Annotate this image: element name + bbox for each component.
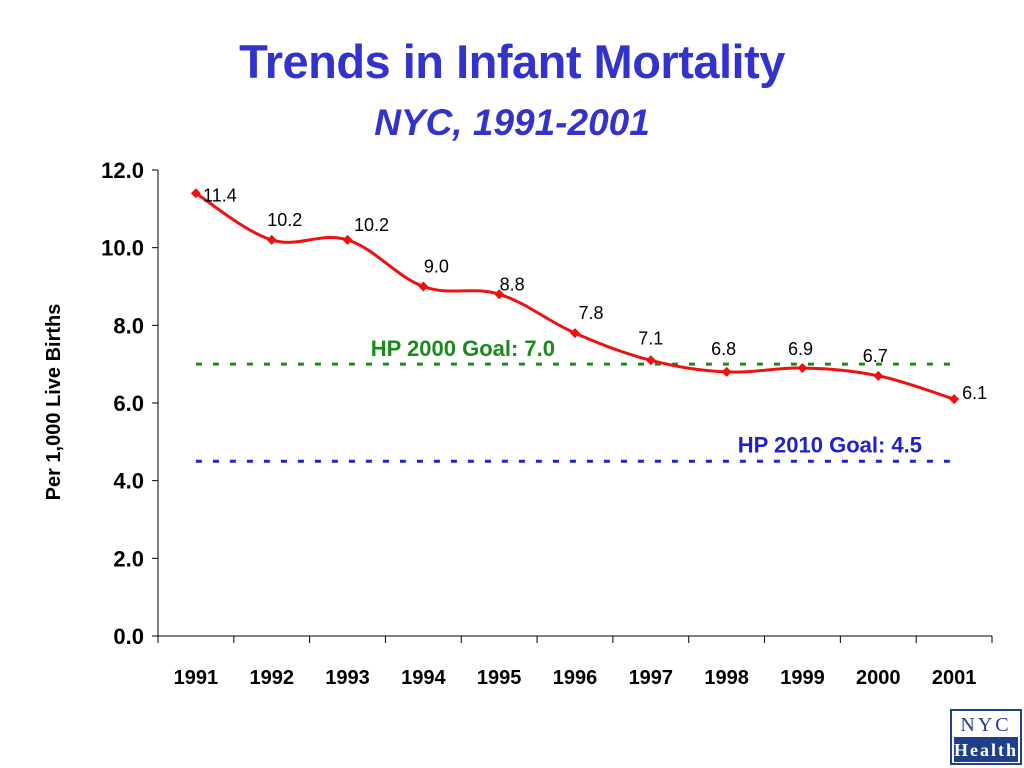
data-point xyxy=(190,188,201,199)
data-label: 6.9 xyxy=(788,339,813,359)
x-tick-label: 1995 xyxy=(477,667,522,689)
y-tick-label: 10.0 xyxy=(101,236,144,261)
y-tick-label: 6.0 xyxy=(113,391,144,416)
data-label: 11.4 xyxy=(203,185,237,205)
series-group: 11.4 10.2 10.2 9.0 8.8 7.8 7.1 6.8 6.9 6.7 6.1 xyxy=(190,185,987,405)
y-tick-label: 12.0 xyxy=(101,158,144,183)
goal-line-label: HP 2000 Goal: 7.0 xyxy=(371,336,555,361)
x-tick-label: 1996 xyxy=(553,667,598,689)
logo-line2: Health xyxy=(954,738,1018,762)
goal-lines: HP 2000 Goal: 7.0 HP 2010 Goal: 4.5 xyxy=(195,336,955,463)
chart-title: Trends in Infant Mortality xyxy=(239,35,785,88)
x-tick-label: 1994 xyxy=(401,667,446,689)
data-label: 6.1 xyxy=(962,383,987,403)
data-label: 8.8 xyxy=(500,274,525,294)
x-tick-label: 2000 xyxy=(856,667,901,689)
logo-line1: NYC xyxy=(954,713,1018,738)
data-point xyxy=(418,281,429,292)
data-point xyxy=(494,289,505,300)
data-point xyxy=(645,355,656,366)
x-tick-label: 2001 xyxy=(932,667,977,689)
x-tick-label: 1998 xyxy=(704,667,749,689)
series-line xyxy=(195,192,955,401)
data-point xyxy=(342,234,353,245)
y-tick-label: 4.0 xyxy=(113,469,144,494)
data-point xyxy=(266,234,277,245)
data-point xyxy=(797,363,808,374)
data-label: 10.2 xyxy=(267,210,302,230)
y-tick-label: 0.0 xyxy=(113,624,144,649)
goal-line-label: HP 2010 Goal: 4.5 xyxy=(738,432,922,457)
chart-subtitle: NYC, 1991-2001 xyxy=(374,102,650,143)
chart-axes: 0.0 2.0 4.0 6.0 8.0 10.0 12.0 1991 1992 1993 1994 1… xyxy=(101,158,993,689)
y-tick-label: 8.0 xyxy=(113,313,144,338)
y-tick-label: 2.0 xyxy=(113,546,144,571)
data-label: 7.1 xyxy=(638,328,663,348)
x-tick-label: 1992 xyxy=(249,667,294,689)
x-tick-label: 1997 xyxy=(629,667,674,689)
data-label: 10.2 xyxy=(354,215,389,235)
data-point xyxy=(873,370,884,381)
data-point xyxy=(721,366,732,377)
data-point xyxy=(570,328,580,339)
data-point xyxy=(949,394,960,405)
data-label: 7.8 xyxy=(578,303,603,323)
data-label: 6.8 xyxy=(711,339,736,359)
x-tick-label: 1991 xyxy=(174,667,219,689)
nyc-health-logo: NYC Health xyxy=(950,709,1022,765)
y-axis-label: Per 1,000 Live Births xyxy=(43,304,65,501)
data-label: 9.0 xyxy=(424,257,449,277)
data-label: 6.7 xyxy=(863,346,888,366)
x-tick-label: 1993 xyxy=(325,667,370,689)
x-tick-label: 1999 xyxy=(780,667,825,689)
